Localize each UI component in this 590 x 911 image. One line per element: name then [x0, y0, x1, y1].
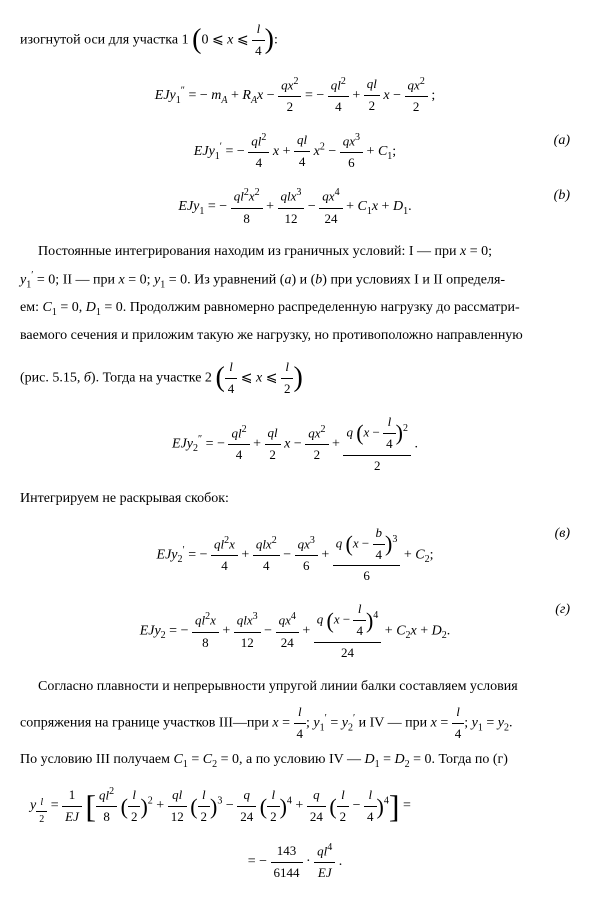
eq-label-b: (b)	[554, 185, 570, 207]
para-4: Интегрируем не раскрывая скобок:	[20, 488, 570, 510]
para-2-l4: ваемого сечения и приложим такую же нагр…	[20, 325, 570, 347]
line-1: изогнутой оси для участка 1 (0 ⩽ x ⩽ l4)…	[20, 19, 570, 62]
eq-label-g: (г)	[555, 599, 570, 621]
para-2-l1: Постоянные интегрирования находим из гра…	[20, 241, 570, 263]
para-5-l3: По условию III получаем C1 = C2 = 0, а п…	[20, 749, 570, 773]
equation-8: = − 1436144 · ql4EJ .	[20, 840, 570, 884]
eq-label-a: (а)	[554, 130, 570, 152]
equation-7: yl2 = 1EJ [ql28 (l2)2 + ql12 (l2)3 − q24…	[20, 784, 570, 828]
para-3: (рис. 5.15, б). Тогда на участке 2 (l4 ⩽…	[20, 357, 570, 400]
para-5-l1: Согласно плавности и непрерывности упруг…	[20, 676, 570, 698]
equation-5: EJy2′ = − ql2x4 + qlx24 − qx36 + q (x − …	[20, 523, 570, 587]
equation-1: EJy1″ = − mA + RAx − qx22 = − ql24 + ql2…	[20, 74, 570, 118]
para-2-l3: ем: C1 = 0, D1 = 0. Продолжим равномерно…	[20, 297, 570, 321]
line-1-text: изогнутой оси для участка 1	[20, 33, 192, 48]
equation-3: EJy1 = − ql2x28 + qlx312 − qx424 + C1x +…	[20, 185, 570, 229]
para-5-l2: сопряжения на границе участков III—при x…	[20, 702, 570, 745]
equation-4: EJy2″ = − ql24 + ql2 x − qx22 + q (x − l…	[20, 412, 570, 476]
para-2-l2: y1′ = 0; II — при x = 0; y1 = 0. Из урав…	[20, 268, 570, 293]
eq-label-v: (в)	[555, 523, 570, 545]
equation-2: EJy1′ = − ql24 x + ql4 x2 − qx36 + C1; (…	[20, 130, 570, 174]
equation-6: EJy2 = − ql2x8 + qlx312 − qx424 + q (x −…	[20, 599, 570, 663]
